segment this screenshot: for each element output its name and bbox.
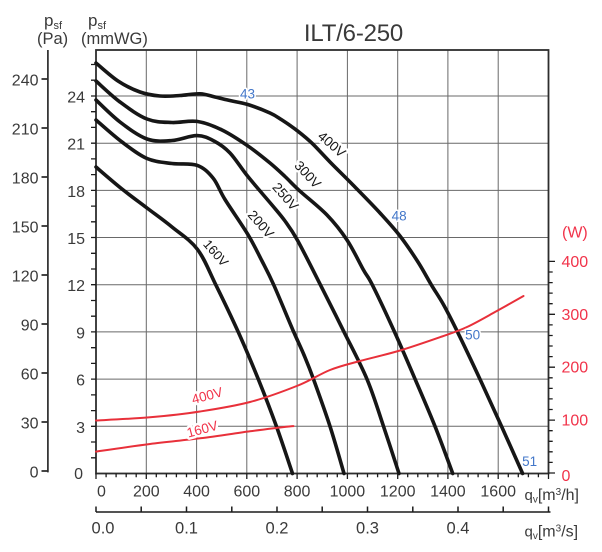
svg-text:24: 24 [67,90,85,107]
svg-text:0.4: 0.4 [447,520,470,538]
svg-text:90: 90 [21,318,39,335]
svg-text:(mmWG): (mmWG) [81,30,148,48]
svg-text:(Pa): (Pa) [37,30,68,48]
svg-text:30: 30 [21,416,39,433]
svg-text:120: 120 [12,269,39,286]
svg-text:qv[m3/h]: qv[m3/h] [525,487,579,506]
svg-text:51: 51 [522,454,537,469]
svg-text:15: 15 [67,231,85,248]
svg-text:400: 400 [562,254,589,271]
svg-text:18: 18 [67,184,85,201]
svg-text:48: 48 [392,208,407,223]
svg-text:1400: 1400 [430,484,466,501]
svg-text:0: 0 [562,468,571,485]
svg-text:0.2: 0.2 [266,520,289,538]
svg-text:6: 6 [76,373,85,390]
svg-text:12: 12 [67,278,85,295]
svg-text:43: 43 [240,87,255,102]
svg-text:0: 0 [74,466,83,483]
svg-text:0.0: 0.0 [92,520,115,538]
svg-text:150: 150 [12,220,39,237]
svg-text:0: 0 [30,465,39,482]
svg-text:180: 180 [12,171,39,188]
svg-text:50: 50 [465,328,480,343]
svg-text:1200: 1200 [380,484,416,501]
svg-text:600: 600 [233,484,260,501]
svg-text:800: 800 [284,484,311,501]
svg-text:200: 200 [133,484,160,501]
svg-text:210: 210 [12,122,39,139]
svg-text:0: 0 [97,484,106,501]
svg-text:100: 100 [562,413,589,430]
svg-text:9: 9 [76,325,85,342]
svg-text:240: 240 [12,73,39,90]
svg-text:1600: 1600 [480,484,516,501]
svg-text:ILT/6-250: ILT/6-250 [304,20,403,47]
svg-text:400: 400 [183,484,210,501]
svg-text:300: 300 [562,307,589,324]
svg-text:1000: 1000 [330,484,366,501]
svg-text:60: 60 [21,367,39,384]
svg-text:3: 3 [76,420,85,437]
svg-text:0.1: 0.1 [175,520,198,538]
svg-text:qv[m3/s]: qv[m3/s] [525,524,579,543]
svg-text:(W): (W) [562,225,588,242]
svg-text:21: 21 [67,137,85,154]
svg-text:200: 200 [562,360,589,377]
svg-text:0.3: 0.3 [356,520,379,538]
